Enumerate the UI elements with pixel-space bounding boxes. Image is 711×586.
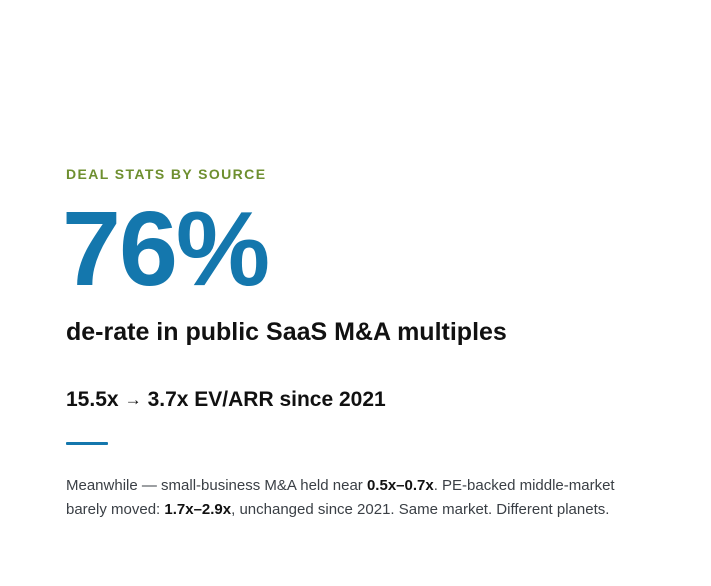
context-paragraph: Meanwhile — small-business M&A held near… <box>66 474 626 522</box>
multiple-to: 3.7x EV/ARR since 2021 <box>147 388 386 411</box>
section-eyebrow: DEAL STATS BY SOURCE <box>66 166 267 182</box>
paragraph-bold-small-business-range: 0.5x–0.7x <box>366 477 434 494</box>
paragraph-bold-middle-market-range: 1.7x–2.9x <box>164 501 232 518</box>
right-arrow-icon: → <box>124 390 142 409</box>
stat-card: DEAL STATS BY SOURCE 76% de-rate in publ… <box>62 0 626 586</box>
paragraph-text-1: Meanwhile — small-business M&A held near <box>66 477 367 494</box>
multiple-from: 15.5x <box>66 388 119 411</box>
paragraph-text-3: , unchanged since 2021. Same market. Dif… <box>231 501 610 518</box>
headline-stat-caption: de-rate in public SaaS M&A multiples <box>66 318 507 346</box>
paragraph-text-2: . PE-backed middle-market barely moved: <box>66 477 615 518</box>
multiple-change: 15.5x → 3.7x EV/ARR since 2021 <box>66 388 386 412</box>
accent-divider <box>66 442 108 445</box>
headline-stat-value: 76% <box>62 190 270 308</box>
